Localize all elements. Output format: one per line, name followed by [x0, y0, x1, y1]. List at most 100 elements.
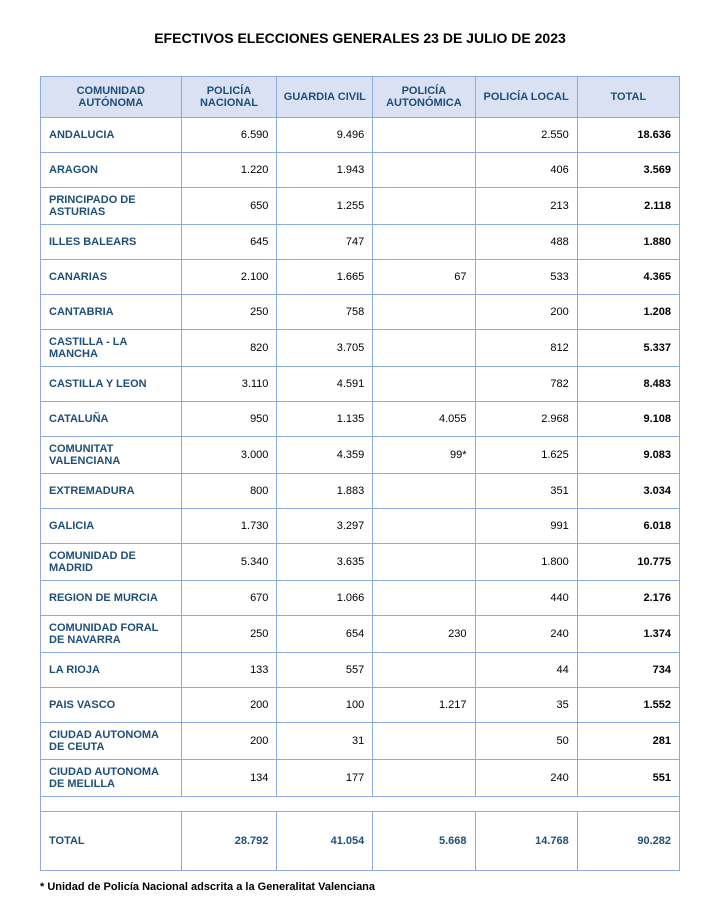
row-value: 4.591	[277, 367, 373, 402]
row-value: 4.055	[373, 402, 475, 437]
row-value	[373, 509, 475, 544]
row-value: 3.635	[277, 544, 373, 581]
row-label: ILLES BALEARS	[41, 225, 182, 260]
row-label: EXTREMADURA	[41, 474, 182, 509]
row-value: 1.255	[277, 188, 373, 225]
row-value: 1.217	[373, 688, 475, 723]
row-value: 250	[181, 295, 277, 330]
row-label: CASTILLA Y LEON	[41, 367, 182, 402]
row-label: ANDALUCIA	[41, 118, 182, 153]
row-value: 9.083	[577, 437, 679, 474]
table-row: ANDALUCIA6.5909.496 2.55018.636	[41, 118, 680, 153]
row-value: 4.365	[577, 260, 679, 295]
data-table: COMUNIDAD AUTÓNOMA POLICÍA NACIONAL GUAR…	[40, 76, 680, 871]
row-label: ARAGON	[41, 153, 182, 188]
total-row: TOTAL28.79241.0545.66814.76890.282	[41, 812, 680, 871]
table-row: PAIS VASCO2001001.217351.552	[41, 688, 680, 723]
row-value: 1.943	[277, 153, 373, 188]
row-value: 2.100	[181, 260, 277, 295]
row-value	[373, 581, 475, 616]
row-value: 440	[475, 581, 577, 616]
row-value: 5.337	[577, 330, 679, 367]
row-value	[373, 474, 475, 509]
row-value: 213	[475, 188, 577, 225]
table-row: COMUNIDAD FORAL DE NAVARRA2506542302401.…	[41, 616, 680, 653]
row-value	[373, 188, 475, 225]
row-value: 240	[475, 760, 577, 797]
row-value: 200	[181, 723, 277, 760]
table-row: COMUNIDAD DE MADRID5.3403.6351.80010.775	[41, 544, 680, 581]
footnote: * Unidad de Policía Nacional adscrita a …	[40, 881, 680, 893]
row-label: REGION DE MURCIA	[41, 581, 182, 616]
row-value: 557	[277, 653, 373, 688]
row-value: 3.000	[181, 437, 277, 474]
row-value: 758	[277, 295, 373, 330]
row-value: 3.297	[277, 509, 373, 544]
row-value: 240	[475, 616, 577, 653]
row-value: 18.636	[577, 118, 679, 153]
row-value	[373, 225, 475, 260]
row-value: 1.135	[277, 402, 373, 437]
row-label: CIUDAD AUTONOMA DE CEUTA	[41, 723, 182, 760]
table-row: CASTILLA - LA MANCHA8203.7058125.337	[41, 330, 680, 367]
row-value: 654	[277, 616, 373, 653]
row-label: COMUNIDAD FORAL DE NAVARRA	[41, 616, 182, 653]
table-row: REGION DE MURCIA6701.0664402.176	[41, 581, 680, 616]
row-value: 820	[181, 330, 277, 367]
total-value: 5.668	[373, 812, 475, 871]
row-value: 6.590	[181, 118, 277, 153]
row-value: 134	[181, 760, 277, 797]
row-value: 1.883	[277, 474, 373, 509]
row-value: 2.118	[577, 188, 679, 225]
row-value: 250	[181, 616, 277, 653]
row-value: 67	[373, 260, 475, 295]
row-value: 533	[475, 260, 577, 295]
row-label: CASTILLA - LA MANCHA	[41, 330, 182, 367]
row-value	[373, 544, 475, 581]
row-value: 2.968	[475, 402, 577, 437]
row-value: 650	[181, 188, 277, 225]
row-value: 1.880	[577, 225, 679, 260]
row-label: COMUNITAT VALENCIANA	[41, 437, 182, 474]
row-value: 2.176	[577, 581, 679, 616]
total-value: 14.768	[475, 812, 577, 871]
row-value	[373, 760, 475, 797]
total-value: 90.282	[577, 812, 679, 871]
row-value: 488	[475, 225, 577, 260]
row-label: CIUDAD AUTONOMA DE MELILLA	[41, 760, 182, 797]
col-header: POLICÍA AUTONÓMICA	[373, 77, 475, 118]
row-value: 782	[475, 367, 577, 402]
row-value	[373, 330, 475, 367]
col-header: POLICÍA LOCAL	[475, 77, 577, 118]
row-value	[373, 723, 475, 760]
row-value: 200	[181, 688, 277, 723]
row-value: 5.340	[181, 544, 277, 581]
row-value: 1.625	[475, 437, 577, 474]
row-value: 200	[475, 295, 577, 330]
row-value	[373, 295, 475, 330]
row-value: 100	[277, 688, 373, 723]
page-title: EFECTIVOS ELECCIONES GENERALES 23 DE JUL…	[40, 30, 680, 46]
table-row: CANARIAS2.1001.665675334.365	[41, 260, 680, 295]
row-value: 3.110	[181, 367, 277, 402]
row-value: 3.569	[577, 153, 679, 188]
row-label: PRINCIPADO DE ASTURIAS	[41, 188, 182, 225]
table-row: LA RIOJA13355744734	[41, 653, 680, 688]
row-value: 6.018	[577, 509, 679, 544]
row-label: LA RIOJA	[41, 653, 182, 688]
row-value: 9.496	[277, 118, 373, 153]
row-value: 31	[277, 723, 373, 760]
table-row: CATALUÑA9501.1354.0552.9689.108	[41, 402, 680, 437]
row-value: 44	[475, 653, 577, 688]
row-label: CATALUÑA	[41, 402, 182, 437]
table-row: ILLES BALEARS6457474881.880	[41, 225, 680, 260]
row-value: 1.730	[181, 509, 277, 544]
row-label: CANARIAS	[41, 260, 182, 295]
table-row: ARAGON1.2201.9434063.569	[41, 153, 680, 188]
row-value: 2.550	[475, 118, 577, 153]
row-value: 1.208	[577, 295, 679, 330]
row-value: 230	[373, 616, 475, 653]
table-row: CASTILLA Y LEON3.1104.5917828.483	[41, 367, 680, 402]
total-value: 28.792	[181, 812, 277, 871]
table-header-row: COMUNIDAD AUTÓNOMA POLICÍA NACIONAL GUAR…	[41, 77, 680, 118]
